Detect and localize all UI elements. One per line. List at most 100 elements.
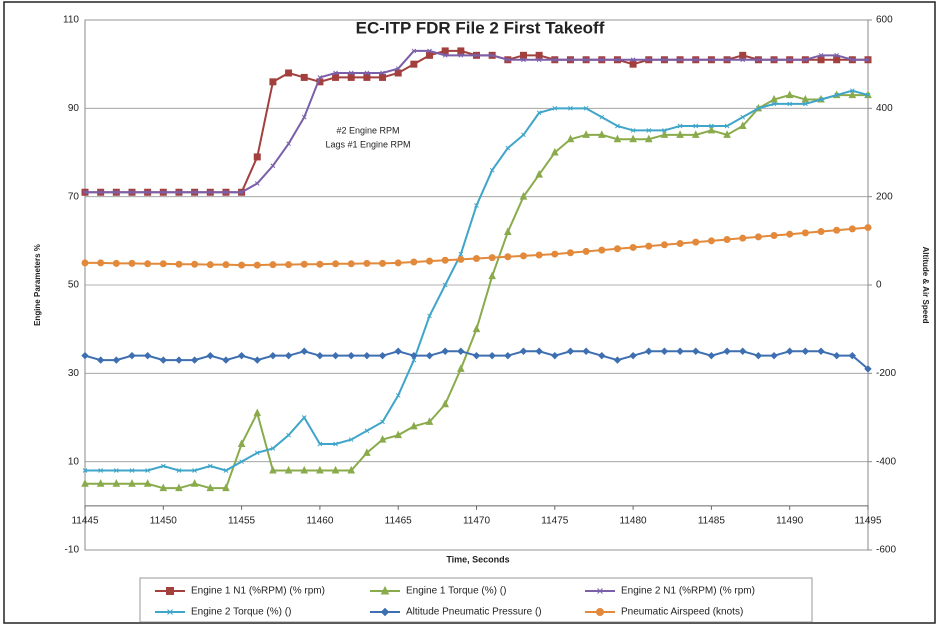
marker [832, 351, 841, 360]
marker [238, 261, 246, 269]
marker [316, 465, 324, 474]
marker [176, 189, 182, 195]
marker [504, 351, 512, 360]
marker [660, 347, 669, 355]
marker [223, 468, 229, 473]
marker [253, 356, 261, 364]
marker [645, 347, 653, 355]
marker [269, 465, 277, 474]
marker [535, 347, 543, 355]
marker [724, 123, 730, 129]
marker [97, 259, 105, 267]
marker [676, 130, 684, 138]
marker [301, 114, 307, 120]
marker [458, 251, 464, 257]
marker [175, 483, 183, 492]
marker [364, 70, 370, 76]
marker [754, 351, 763, 360]
marker [363, 259, 371, 267]
marker [332, 260, 340, 268]
marker [166, 587, 174, 595]
marker [112, 479, 121, 487]
marker [566, 134, 575, 143]
marker [535, 251, 543, 259]
marker [645, 242, 653, 250]
marker [568, 105, 573, 111]
marker [237, 439, 246, 447]
marker [785, 347, 794, 355]
marker [269, 261, 277, 269]
marker [128, 479, 136, 487]
marker [364, 428, 370, 434]
marker [143, 351, 152, 360]
marker [676, 239, 684, 247]
marker [818, 52, 824, 58]
marker [442, 282, 448, 288]
marker [552, 105, 558, 111]
marker [442, 52, 448, 58]
marker [707, 237, 715, 245]
marker [427, 313, 432, 319]
marker [724, 57, 730, 63]
marker [474, 203, 479, 208]
marker [457, 364, 465, 372]
y-tick-label: 30 [68, 368, 80, 379]
marker [801, 347, 810, 355]
marker [629, 60, 637, 68]
marker [505, 57, 511, 63]
marker [488, 351, 496, 360]
marker [691, 130, 700, 138]
marker [317, 75, 323, 80]
marker [160, 189, 166, 195]
marker [723, 130, 731, 138]
marker [536, 110, 542, 116]
marker [206, 261, 214, 269]
marker [599, 114, 605, 120]
marker [489, 167, 495, 173]
marker [834, 52, 840, 58]
marker [333, 441, 338, 447]
marker [129, 189, 135, 195]
chart-title: EC-ITP FDR File 2 First Takeoff [356, 18, 605, 37]
marker [441, 256, 449, 264]
marker [441, 347, 449, 355]
marker [394, 69, 402, 77]
marker [693, 123, 699, 129]
marker [331, 351, 340, 360]
marker [425, 351, 434, 360]
marker [82, 189, 88, 195]
legend-label: Pneumatic Airspeed (knots) [621, 607, 743, 618]
marker [504, 227, 512, 235]
marker [128, 351, 136, 360]
marker [331, 465, 340, 474]
marker [613, 356, 622, 364]
y2-tick-label: 0 [876, 280, 882, 291]
marker [740, 114, 746, 120]
marker [552, 57, 558, 63]
marker [98, 189, 104, 195]
marker [583, 57, 589, 63]
marker [817, 228, 825, 236]
marker [129, 468, 135, 473]
marker [457, 347, 465, 355]
y2-tick-label: -400 [876, 456, 896, 467]
marker [551, 351, 559, 360]
marker [347, 260, 355, 268]
marker [441, 399, 449, 408]
marker [646, 57, 652, 63]
marker [662, 128, 667, 133]
marker [803, 57, 808, 63]
marker [848, 90, 857, 99]
marker [300, 73, 308, 81]
marker [159, 356, 168, 364]
marker [222, 261, 230, 269]
marker [426, 257, 434, 265]
marker [739, 234, 747, 242]
marker [739, 51, 747, 59]
marker [143, 479, 152, 487]
marker [709, 57, 714, 63]
marker [550, 147, 559, 156]
marker [770, 351, 778, 360]
marker [270, 446, 276, 451]
marker [254, 450, 260, 456]
